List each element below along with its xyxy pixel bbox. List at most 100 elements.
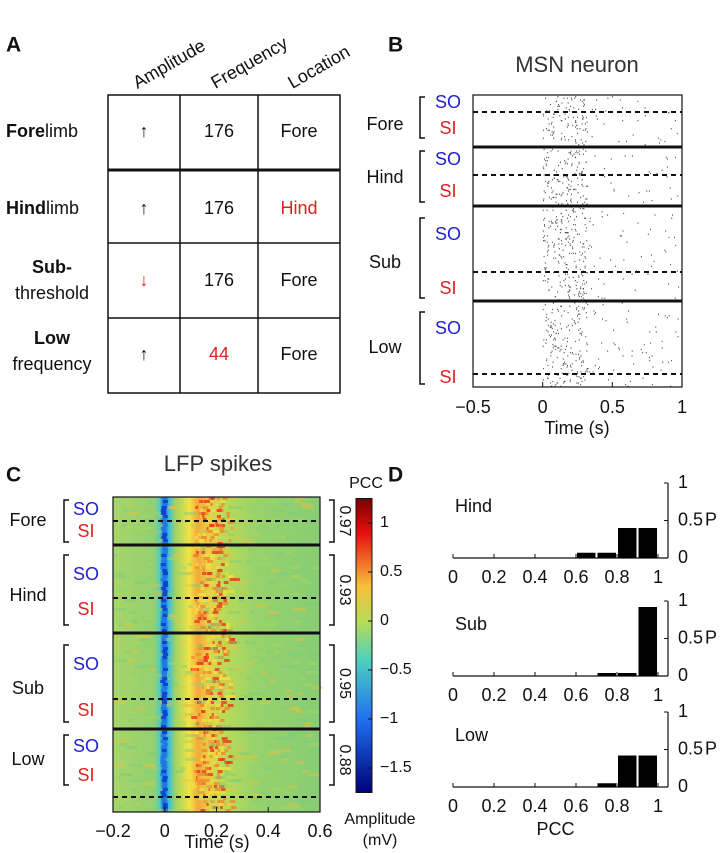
spike [581, 331, 583, 333]
heatmap-texture [229, 527, 238, 530]
spike [570, 347, 572, 349]
column-header: Frequency [207, 33, 291, 93]
heatmap-texture [242, 656, 250, 659]
heatmap-texture [287, 512, 300, 515]
heatmap-texture [189, 755, 197, 758]
spike [649, 172, 651, 175]
x-tick-label: 0.2 [481, 685, 506, 705]
spike [551, 192, 553, 194]
spike [586, 316, 588, 319]
heatmap-texture [221, 575, 226, 578]
spike [559, 281, 561, 283]
spike [569, 286, 571, 288]
spike [558, 180, 560, 183]
heatmap-texture [221, 635, 225, 638]
spike [546, 360, 548, 362]
spike [677, 195, 679, 197]
spike [640, 348, 642, 351]
spike [554, 320, 556, 322]
spike [564, 380, 566, 383]
row-label-rest: limb [46, 198, 79, 218]
spike [589, 244, 591, 247]
spike [650, 342, 652, 344]
heatmap-texture [132, 788, 137, 791]
heatmap-texture [177, 809, 190, 812]
heatmap-texture [304, 725, 311, 728]
heatmap-texture [128, 503, 134, 506]
heatmap-texture [161, 599, 167, 602]
heatmap-texture [233, 779, 243, 782]
heatmap-texture [145, 764, 157, 767]
heatmap-texture [206, 725, 213, 728]
spike [552, 190, 554, 192]
heatmap-texture [250, 659, 260, 662]
spike [585, 198, 587, 200]
heatmap-texture [305, 668, 313, 671]
heatmap-texture [215, 677, 219, 680]
heatmap-texture [286, 731, 301, 734]
spike [638, 192, 640, 194]
spike [651, 355, 653, 357]
heatmap-texture [291, 593, 301, 596]
heatmap-texture [161, 800, 167, 803]
spike [598, 366, 600, 368]
heatmap-texture [190, 554, 204, 557]
heatmap-texture [219, 557, 226, 560]
heatmap-texture [191, 719, 197, 722]
heatmap-texture [207, 671, 212, 674]
spike [567, 232, 569, 234]
heatmap-texture [173, 770, 184, 773]
spike [548, 289, 550, 291]
heatmap-texture [161, 605, 167, 608]
spike [551, 350, 553, 352]
x-tick-label: −0.5 [455, 397, 491, 417]
heatmap-texture [246, 677, 253, 680]
spike [555, 100, 557, 103]
heatmap-texture [162, 683, 168, 686]
heatmap-texture [221, 587, 228, 590]
heatmap-texture [158, 539, 165, 542]
spike [648, 190, 650, 192]
spike [547, 185, 549, 187]
spike [560, 212, 562, 215]
spike [578, 294, 580, 296]
heatmap-texture [278, 806, 292, 809]
spike [564, 232, 566, 234]
spike [661, 347, 663, 349]
heatmap-texture [181, 674, 188, 677]
heatmap-texture [210, 806, 219, 809]
heatmap-texture [224, 707, 230, 710]
spike [581, 361, 583, 363]
heatmap-texture [260, 599, 265, 602]
heatmap-texture [220, 500, 226, 503]
spike [586, 350, 588, 352]
spike [559, 377, 561, 379]
y-axis-label: P [705, 738, 717, 758]
spike [643, 344, 645, 346]
spike [567, 190, 569, 192]
heatmap-texture [303, 626, 308, 629]
heatmap-texture [212, 647, 218, 650]
spike [563, 380, 565, 383]
spike [579, 241, 581, 243]
spike [561, 372, 563, 375]
heatmap-texture [220, 746, 225, 749]
heatmap-texture [195, 779, 200, 782]
spike [564, 262, 566, 264]
heatmap-texture [276, 551, 288, 554]
heatmap-texture [302, 506, 314, 509]
spike [576, 150, 578, 152]
heatmap-texture [163, 809, 175, 812]
spike [560, 120, 562, 122]
heatmap-texture [202, 743, 207, 746]
spike [584, 371, 586, 373]
heatmap-texture [241, 590, 248, 593]
spike [575, 265, 577, 267]
heatmap-texture [232, 641, 237, 644]
heatmap-texture [237, 752, 243, 755]
x-tick-label: 0 [448, 796, 458, 816]
heatmap-texture [225, 803, 232, 806]
heatmap-texture [201, 794, 206, 797]
heatmap-texture [205, 677, 212, 680]
heatmap-texture [224, 530, 228, 533]
